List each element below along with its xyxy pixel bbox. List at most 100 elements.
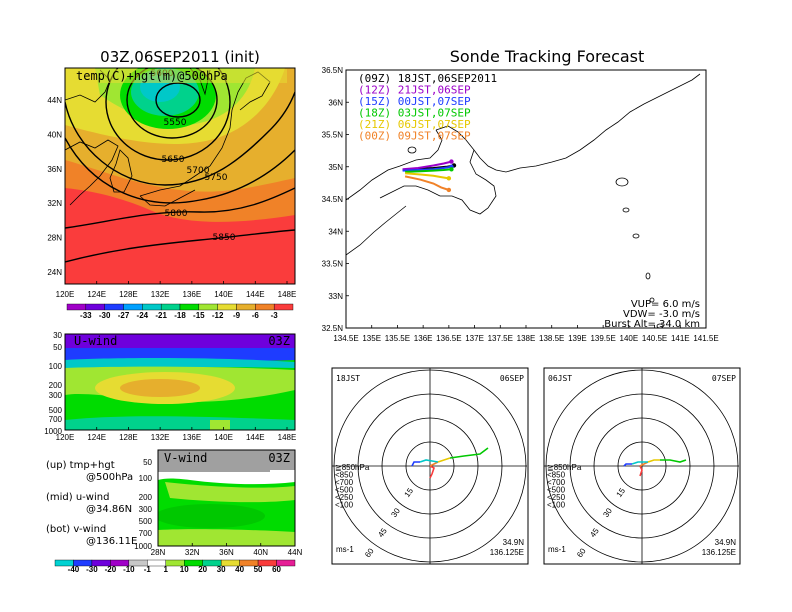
map500-field: 5600 5550 5650 5700 5750 5800 5850 xyxy=(65,68,295,284)
map500-y-tick: 44N xyxy=(47,96,62,105)
vwind-y-ticks: 50 100 200 300 500 700 1000 xyxy=(134,458,152,551)
contour-label-5550: 5550 xyxy=(164,118,187,128)
vwind-x-tick: 40N xyxy=(253,548,268,557)
note-mid-a: (mid) u-wind xyxy=(46,492,109,503)
track-x-tick: 136E xyxy=(414,334,433,343)
map500-y-tick: 28N xyxy=(47,234,62,243)
uwind-x-tick: 144E xyxy=(246,433,265,442)
map500-colorbar-swatch xyxy=(217,303,237,311)
polar-level-legend: <100 xyxy=(335,501,354,510)
map500-colorbar-label: -33 xyxy=(80,311,92,320)
track-legend: (09Z) 18JST,06SEP2011(12Z) 21JST,06SEP(1… xyxy=(358,72,497,143)
vwind-y-tick: 300 xyxy=(139,505,153,514)
track-x-tick: 139.5E xyxy=(590,334,615,343)
uwind-x-tick: 120E xyxy=(56,433,75,442)
vwind-y-tick: 50 xyxy=(143,458,152,467)
track-panel: Sonde Tracking Forecast (09Z) 18JST,06SE… xyxy=(322,47,719,343)
map500-field-label: temp(C)+hgt(m)@500hPa xyxy=(76,69,228,83)
polar-level-legend: <500 xyxy=(547,486,566,495)
vwind-x-tick: 28N xyxy=(151,548,166,557)
vwind-x-tick: 44N xyxy=(288,548,303,557)
track-series-line xyxy=(404,175,450,191)
track-series-endpoint xyxy=(446,176,452,181)
track-series-line xyxy=(402,165,452,172)
map500-colorbar-swatch xyxy=(273,303,294,311)
track-x-tick: 140.5E xyxy=(642,334,667,343)
vwind-label: V-wind xyxy=(164,451,207,465)
polar-hodograph-segment xyxy=(429,465,435,479)
polar-hodograph-segment xyxy=(419,459,439,463)
polar-unit: ms-1 xyxy=(336,545,354,554)
polar-title-right: 06SEP xyxy=(500,374,524,383)
map500-colorbar-label: -3 xyxy=(271,311,279,320)
polar-level-legend: ≧850hPa xyxy=(547,463,582,472)
track-series-line xyxy=(405,172,450,180)
map500-colorbar-swatch xyxy=(198,303,218,311)
uwind-panel: U-wind 03Z 120E 124E 128E 132E 136E 140E 144E 1… xyxy=(44,331,296,442)
polar-level-legend: <700 xyxy=(547,478,566,487)
note-mid-b: @34.86N xyxy=(86,504,132,515)
uwind-x-tick: 124E xyxy=(87,433,106,442)
note-up-a: (up) tmp+hgt xyxy=(46,460,115,471)
map500-colorbar-label: -15 xyxy=(193,311,205,320)
track-x-tick: 141E xyxy=(671,334,690,343)
uwind-label: U-wind xyxy=(74,334,117,348)
contour-label-5650: 5650 xyxy=(162,155,185,165)
note-up-b: @500hPa xyxy=(86,472,133,483)
track-title: Sonde Tracking Forecast xyxy=(450,47,645,66)
vwind-colorbar-label: 50 xyxy=(254,565,263,574)
track-x-tick: 138E xyxy=(517,334,536,343)
vwind-y-tick: 200 xyxy=(139,493,153,502)
track-legend-entry: (12Z) 21JST,06SEP xyxy=(358,84,471,97)
track-lines xyxy=(402,159,457,193)
track-x-ticks: 134.5E 135E 135.5E 136E 136.5E 137E 137.5E 138E… xyxy=(333,325,719,343)
polar-rings xyxy=(544,368,739,564)
map500-x-tick: 120E xyxy=(56,290,75,299)
map500-x-tick: 132E xyxy=(151,290,170,299)
polar-hodograph-segment xyxy=(449,447,489,459)
annot-vup: VUP= 6.0 m/s xyxy=(631,299,700,310)
note-bot-a: (bot) v-wind xyxy=(46,524,106,535)
map500-x-tick: 140E xyxy=(214,290,233,299)
polar-hodograph-segment xyxy=(411,461,420,467)
vwind-time: 03Z xyxy=(268,451,290,465)
map500-colorbar-label: -21 xyxy=(155,311,167,320)
uwind-x-tick: 132E xyxy=(151,433,170,442)
contour-label-5800: 5800 xyxy=(165,209,188,219)
uwind-y-tick: 300 xyxy=(49,391,63,400)
vwind-colorbar-label: 20 xyxy=(198,565,207,574)
uwind-y-tick: 50 xyxy=(53,343,62,352)
uwind-frame xyxy=(64,333,296,431)
annot-vdw: VDW= -3.0 m/s xyxy=(623,309,700,320)
uwind-y-tick: 1000 xyxy=(44,427,62,436)
map500-colorbar-swatch xyxy=(104,303,124,311)
polar-hodograph-segment xyxy=(660,459,687,463)
vwind-colorbar-label: -30 xyxy=(86,565,98,574)
vwind-colorbar: -40 -30 -20 -10 -1 1 10 20 30 40 50 60 xyxy=(54,559,296,574)
map500-colorbar-swatch xyxy=(66,303,87,311)
track-y-tick: 32.5N xyxy=(322,324,344,333)
uwind-field xyxy=(65,334,295,430)
map500-x-tick: 148E xyxy=(278,290,297,299)
vwind-field xyxy=(158,450,295,546)
track-series-line xyxy=(405,168,452,173)
vwind-colorbar-swatch xyxy=(276,559,296,567)
map500-colorbar-swatch xyxy=(255,303,275,311)
track-x-tick: 136.5E xyxy=(436,334,461,343)
polar-unit: ms-1 xyxy=(548,545,566,554)
track-series-endpoint xyxy=(449,159,454,164)
track-x-tick: 134.5E xyxy=(333,334,358,343)
track-legend-entry: (00Z) 09JST,07SEP xyxy=(358,130,471,143)
map500-colorbar-swatch xyxy=(236,303,256,311)
polar-level-legend: <850 xyxy=(335,471,354,480)
track-x-tick: 135.5E xyxy=(385,334,410,343)
track-y-tick: 36N xyxy=(328,98,343,107)
vwind-y-tick: 100 xyxy=(139,474,153,483)
map500-title: 03Z,06SEP2011 (init) xyxy=(100,48,260,66)
map500-colorbar-swatch xyxy=(179,303,200,311)
vwind-y-tick: 500 xyxy=(139,517,153,526)
polar-location-lat: 34.9N xyxy=(503,538,525,547)
vwind-x-tick: 32N xyxy=(185,548,200,557)
polar-level-legend: <250 xyxy=(547,493,566,502)
vwind-colorbar-label: 30 xyxy=(217,565,226,574)
